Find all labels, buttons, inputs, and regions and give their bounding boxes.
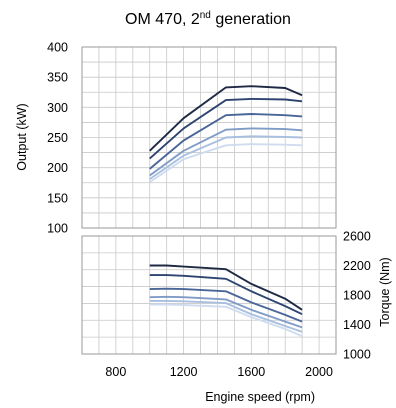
torque-tick-label: 2200 [343, 259, 371, 273]
output-gridlines [82, 47, 336, 228]
torque-tick-label: 1400 [343, 318, 371, 332]
output-frame [81, 46, 337, 229]
torque-gridlines [82, 236, 336, 354]
output-series-line-1 [149, 85, 303, 152]
output-tick-label: 250 [47, 131, 68, 145]
output-tick-label: 100 [47, 222, 68, 236]
speed-tick-label: 1200 [170, 365, 198, 379]
output-tick-label: 400 [47, 41, 68, 55]
output-tick-label: 350 [47, 71, 68, 85]
output-tick-label: 300 [47, 101, 68, 115]
torque-tick-label: 2600 [343, 230, 371, 244]
speed-tick-label: 800 [105, 365, 126, 379]
output-tick-label: 200 [47, 161, 68, 175]
x-axis-label: Engine speed (rpm) [205, 390, 315, 404]
output-series-line-3 [149, 113, 303, 170]
output-series-line-4 [149, 127, 303, 177]
torque-series-line-3 [149, 287, 303, 323]
torque-series-line-2 [149, 274, 303, 316]
torque-tick-label: 1000 [343, 348, 371, 362]
output-series-line-5 [149, 135, 303, 180]
torque-panel: 1000 1400 1800 2200 2600 800 1200 1600 2000 [81, 230, 371, 379]
torque-series-line-4 [149, 295, 303, 329]
torque-axis-label: Torque (Nm) [378, 257, 392, 326]
output-axis-label: Output (kW) [15, 103, 29, 170]
torque-tick-label: 1800 [343, 289, 371, 303]
torque-series-line-1 [149, 264, 303, 311]
speed-tick-label: 2000 [305, 365, 333, 379]
chart-title: OM 470, 2nd generation [125, 10, 291, 28]
output-series-line-6 [149, 143, 303, 183]
output-tick-label: 150 [47, 191, 68, 205]
torque-series-line-5 [149, 299, 303, 333]
output-series-line-2 [149, 97, 303, 160]
output-panel: 100 150 200 250 300 350 400 [47, 41, 337, 236]
torque-frame [81, 235, 337, 355]
torque-series-line-6 [149, 303, 303, 338]
speed-tick-label: 1600 [237, 365, 265, 379]
